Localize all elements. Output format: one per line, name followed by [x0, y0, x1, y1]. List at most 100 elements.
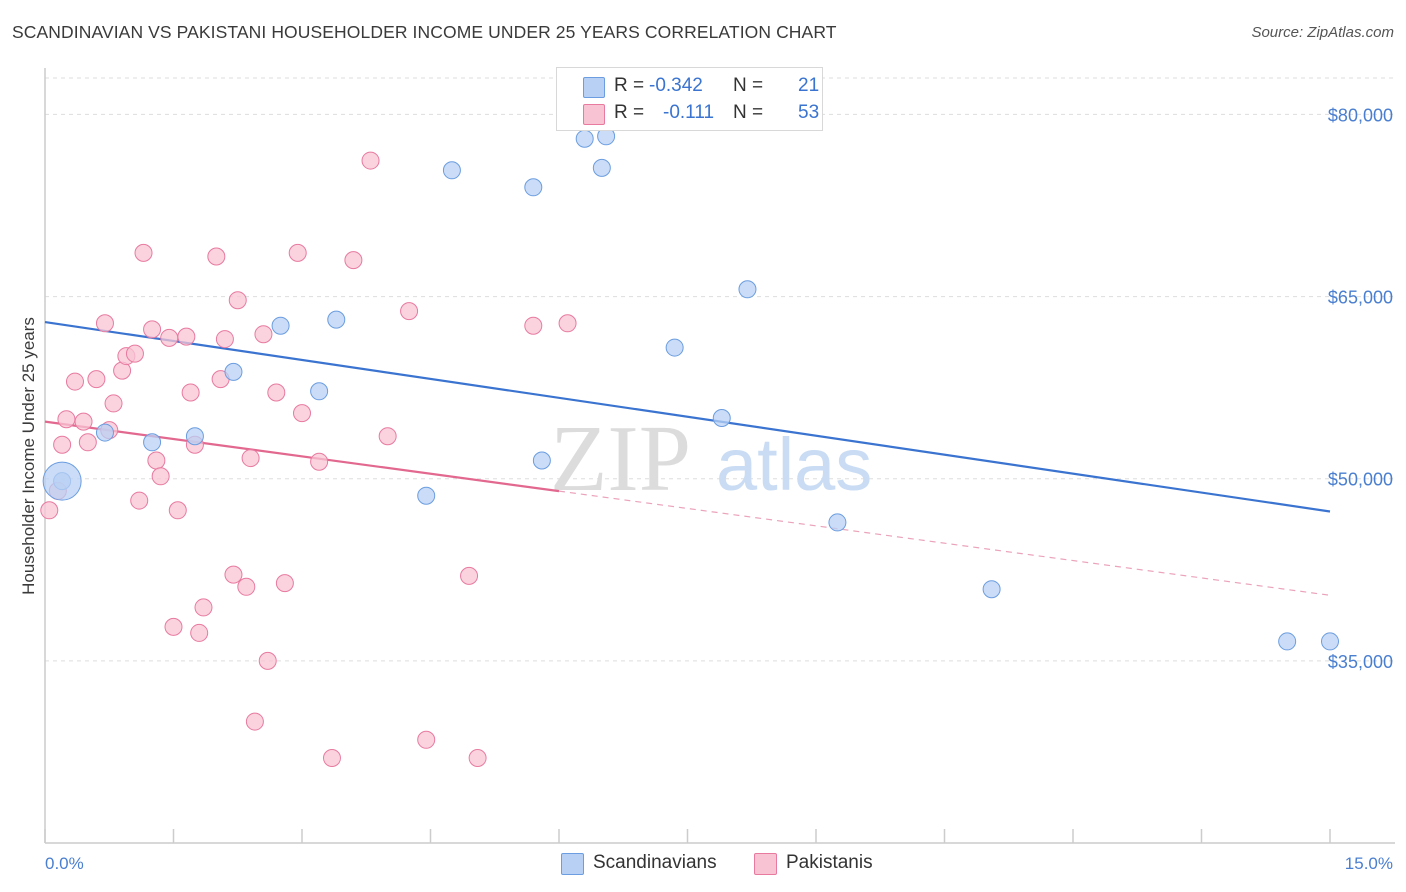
bottom-legend-swatch — [561, 853, 584, 875]
y-tick-label: $65,000 — [1328, 288, 1393, 308]
x-tick-label: 0.0% — [45, 854, 84, 873]
legend-n-label: N = — [733, 75, 764, 96]
point-scandinavians — [575, 129, 594, 148]
point-pakistanis — [378, 427, 397, 446]
point-scandinavians — [738, 280, 757, 299]
gridlines — [45, 77, 1395, 662]
trend-line-pakistanis — [44, 420, 560, 493]
point-scandinavians — [143, 433, 162, 452]
point-pakistanis — [87, 370, 106, 389]
axes — [44, 68, 1395, 844]
legend-r-label: R = — [614, 102, 645, 123]
point-pakistanis — [215, 330, 234, 349]
point-scandinavians — [712, 409, 731, 427]
point-pakistanis — [65, 372, 84, 391]
point-pakistanis — [258, 651, 277, 670]
x-tick-labels: 0.0% 15.0% — [45, 854, 1393, 873]
point-scandinavians — [532, 451, 551, 470]
point-pakistanis — [160, 328, 179, 347]
point-pakistanis — [400, 302, 419, 321]
bottom-legend-label: Pakistanis — [786, 852, 873, 873]
legend-r-label: R = — [614, 75, 645, 96]
legend-n-label: N = — [733, 102, 764, 123]
point-pakistanis — [524, 316, 543, 335]
point-pakistanis — [104, 394, 123, 413]
bottom-legend-label: Scandinavians — [593, 852, 717, 873]
point-scandinavians — [417, 486, 436, 505]
point-pakistanis — [228, 291, 247, 310]
legend-r-value: -0.111 — [663, 102, 715, 123]
point-scandinavians — [95, 423, 114, 442]
y-tick-label: $80,000 — [1328, 105, 1393, 125]
point-pakistanis — [237, 577, 256, 596]
y-tick-labels: $35,000 $50,000 $65,000 $80,000 — [1328, 105, 1393, 671]
point-pakistanis — [134, 243, 153, 262]
point-pakistanis — [190, 623, 209, 642]
data-points — [40, 127, 1339, 767]
y-tick-label: $35,000 — [1328, 652, 1393, 672]
watermark-zip: ZIP — [550, 407, 691, 511]
point-pakistanis — [293, 404, 311, 423]
legend-swatch-scandinavians — [583, 77, 605, 98]
point-scandinavians — [185, 427, 204, 446]
point-scandinavians — [1278, 632, 1297, 651]
y-axis-label: Householder Income Under 25 years — [19, 317, 38, 595]
point-scandinavians — [327, 310, 346, 329]
point-pakistanis — [460, 566, 479, 585]
chart-title: SCANDINAVIAN VS PAKISTANI HOUSEHOLDER IN… — [12, 22, 837, 42]
point-pakistanis — [74, 412, 93, 431]
point-pakistanis — [168, 501, 187, 520]
point-scandinavians — [442, 161, 461, 180]
point-pakistanis — [361, 151, 380, 170]
point-pakistanis — [254, 325, 273, 344]
point-scandinavians — [271, 316, 290, 335]
point-pakistanis — [207, 247, 226, 266]
legend-n-value: 21 — [798, 75, 820, 96]
point-pakistanis — [224, 565, 243, 584]
point-pakistanis — [147, 451, 166, 470]
point-pakistanis — [322, 749, 341, 767]
watermark: ZIP atlas — [550, 407, 872, 511]
point-scandinavians-large — [42, 461, 82, 501]
point-scandinavians — [982, 580, 1001, 599]
point-pakistanis — [143, 320, 162, 339]
point-scandinavians — [1321, 632, 1339, 651]
watermark-atlas: atlas — [716, 423, 872, 506]
point-pakistanis — [177, 327, 196, 346]
source-label: Source: ZipAtlas.com — [1251, 24, 1394, 41]
point-scandinavians — [310, 382, 329, 401]
point-pakistanis — [558, 314, 577, 333]
x-tick-label: 15.0% — [1345, 854, 1393, 873]
point-pakistanis — [151, 467, 170, 486]
point-pakistanis — [57, 410, 76, 429]
point-pakistanis — [275, 574, 294, 593]
correlation-legend: R = -0.342 N = 21 R = -0.111 N = 53 — [556, 67, 823, 131]
point-pakistanis — [53, 435, 72, 454]
point-scandinavians — [224, 362, 243, 381]
trend-line-pakistanis-extension — [558, 490, 1331, 596]
point-pakistanis — [245, 712, 264, 731]
point-pakistanis — [468, 749, 487, 767]
point-scandinavians — [828, 513, 847, 532]
point-scandinavians — [524, 178, 543, 197]
point-pakistanis — [241, 449, 260, 468]
y-tick-label: $50,000 — [1328, 470, 1393, 490]
point-scandinavians — [592, 158, 611, 177]
point-scandinavians — [665, 338, 684, 357]
legend-n-value: 53 — [798, 102, 820, 123]
point-pakistanis — [310, 452, 329, 471]
point-pakistanis — [130, 491, 149, 510]
trend-line-scandinavians — [44, 320, 1331, 513]
point-pakistanis — [95, 314, 114, 333]
point-pakistanis — [417, 730, 436, 749]
point-pakistanis — [344, 251, 363, 270]
point-pakistanis — [267, 383, 286, 402]
point-pakistanis — [194, 598, 213, 617]
bottom-legend-swatch — [754, 853, 777, 875]
trend-lines — [44, 320, 1331, 596]
legend-r-value: -0.342 — [649, 75, 703, 96]
point-pakistanis — [125, 344, 144, 363]
point-pakistanis — [181, 383, 200, 402]
point-pakistanis — [78, 433, 97, 452]
